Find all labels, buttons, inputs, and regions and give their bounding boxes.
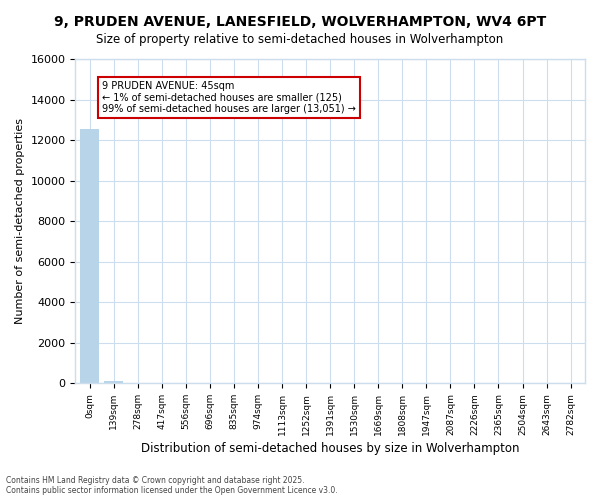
Text: 9 PRUDEN AVENUE: 45sqm
← 1% of semi-detached houses are smaller (125)
99% of sem: 9 PRUDEN AVENUE: 45sqm ← 1% of semi-deta…	[102, 82, 356, 114]
Text: Contains HM Land Registry data © Crown copyright and database right 2025.
Contai: Contains HM Land Registry data © Crown c…	[6, 476, 338, 495]
Bar	[80, 128, 100, 383]
Text: 9, PRUDEN AVENUE, LANESFIELD, WOLVERHAMPTON, WV4 6PT: 9, PRUDEN AVENUE, LANESFIELD, WOLVERHAMP…	[54, 15, 546, 29]
Text: Size of property relative to semi-detached houses in Wolverhampton: Size of property relative to semi-detach…	[97, 32, 503, 46]
Bar	[104, 380, 124, 383]
Y-axis label: Number of semi-detached properties: Number of semi-detached properties	[15, 118, 25, 324]
X-axis label: Distribution of semi-detached houses by size in Wolverhampton: Distribution of semi-detached houses by …	[141, 442, 520, 455]
